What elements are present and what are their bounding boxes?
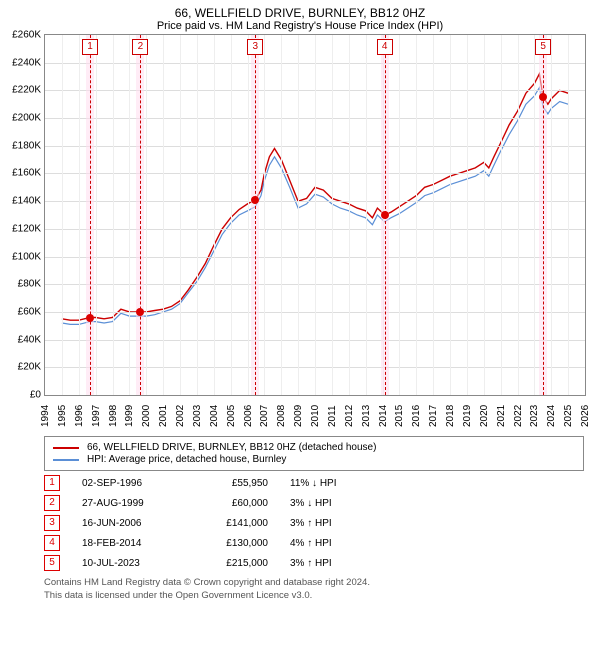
legend-swatch bbox=[53, 447, 79, 449]
sale-index: 5 bbox=[44, 555, 60, 571]
sale-marker: 2 bbox=[132, 39, 148, 55]
sale-vs-hpi: 11% ↓ HPI bbox=[290, 478, 370, 489]
x-axis-label: 2000 bbox=[141, 405, 152, 427]
y-axis-label: £60K bbox=[1, 306, 41, 317]
x-axis-label: 2017 bbox=[428, 405, 439, 427]
y-axis-label: £240K bbox=[1, 57, 41, 68]
sale-index: 4 bbox=[44, 535, 60, 551]
x-axis-label: 2016 bbox=[411, 405, 422, 427]
x-axis-label: 1994 bbox=[40, 405, 51, 427]
sale-marker: 4 bbox=[377, 39, 393, 55]
x-axis-label: 2007 bbox=[259, 405, 270, 427]
y-axis-label: £40K bbox=[1, 334, 41, 345]
sale-point bbox=[86, 314, 94, 322]
legend-label: HPI: Average price, detached house, Burn… bbox=[87, 454, 286, 465]
legend-item: HPI: Average price, detached house, Burn… bbox=[53, 454, 575, 465]
sale-date: 27-AUG-1999 bbox=[82, 498, 176, 509]
sale-vs-hpi: 3% ↑ HPI bbox=[290, 518, 370, 529]
y-axis-label: £120K bbox=[1, 223, 41, 234]
sale-price: £55,950 bbox=[198, 478, 268, 489]
x-axis-label: 2026 bbox=[580, 405, 591, 427]
sale-row: 5 10-JUL-2023 £215,000 3% ↑ HPI bbox=[44, 555, 584, 571]
price-chart: £0£20K£40K£60K£80K£100K£120K£140K£160K£1… bbox=[44, 34, 586, 396]
y-axis-label: £80K bbox=[1, 279, 41, 290]
x-axis-label: 2001 bbox=[158, 405, 169, 427]
x-axis-label: 2019 bbox=[462, 405, 473, 427]
sale-vs-hpi: 3% ↑ HPI bbox=[290, 558, 370, 569]
attribution-line: Contains HM Land Registry data © Crown c… bbox=[44, 577, 584, 590]
legend-swatch bbox=[53, 459, 79, 461]
attribution-line: This data is licensed under the Open Gov… bbox=[44, 590, 584, 603]
sale-date: 16-JUN-2006 bbox=[82, 518, 176, 529]
y-axis-label: £220K bbox=[1, 85, 41, 96]
sale-price: £215,000 bbox=[198, 558, 268, 569]
y-axis-label: £100K bbox=[1, 251, 41, 262]
x-axis-label: 1999 bbox=[124, 405, 135, 427]
x-axis-label: 2003 bbox=[192, 405, 203, 427]
sale-price: £60,000 bbox=[198, 498, 268, 509]
x-axis-label: 2002 bbox=[175, 405, 186, 427]
y-axis-label: £140K bbox=[1, 196, 41, 207]
x-axis-label: 2005 bbox=[226, 405, 237, 427]
x-axis-label: 2006 bbox=[243, 405, 254, 427]
y-axis-label: £180K bbox=[1, 140, 41, 151]
y-axis-label: £260K bbox=[1, 30, 41, 41]
sale-date: 10-JUL-2023 bbox=[82, 558, 176, 569]
x-axis-label: 1998 bbox=[108, 405, 119, 427]
sale-row: 1 02-SEP-1996 £55,950 11% ↓ HPI bbox=[44, 475, 584, 491]
y-axis-label: £20K bbox=[1, 362, 41, 373]
sale-price: £141,000 bbox=[198, 518, 268, 529]
x-axis-label: 2021 bbox=[496, 405, 507, 427]
x-axis-label: 2024 bbox=[546, 405, 557, 427]
sale-marker: 5 bbox=[535, 39, 551, 55]
sale-row: 4 18-FEB-2014 £130,000 4% ↑ HPI bbox=[44, 535, 584, 551]
sale-marker: 1 bbox=[82, 39, 98, 55]
y-axis-label: £200K bbox=[1, 113, 41, 124]
sale-point bbox=[381, 211, 389, 219]
sale-date: 18-FEB-2014 bbox=[82, 538, 176, 549]
sale-vs-hpi: 3% ↓ HPI bbox=[290, 498, 370, 509]
x-axis-label: 2018 bbox=[445, 405, 456, 427]
sale-index: 3 bbox=[44, 515, 60, 531]
sale-vs-hpi: 4% ↑ HPI bbox=[290, 538, 370, 549]
x-axis-label: 2011 bbox=[327, 405, 338, 427]
x-axis-label: 2013 bbox=[361, 405, 372, 427]
legend-item: 66, WELLFIELD DRIVE, BURNLEY, BB12 0HZ (… bbox=[53, 442, 575, 453]
y-axis-label: £0 bbox=[1, 390, 41, 401]
sale-marker: 3 bbox=[247, 39, 263, 55]
page-title: 66, WELLFIELD DRIVE, BURNLEY, BB12 0HZ bbox=[0, 0, 600, 20]
x-axis-label: 1996 bbox=[74, 405, 85, 427]
x-axis-label: 2010 bbox=[310, 405, 321, 427]
sale-point bbox=[136, 308, 144, 316]
x-axis-label: 2015 bbox=[394, 405, 405, 427]
x-axis-label: 2014 bbox=[378, 405, 389, 427]
x-axis-label: 2009 bbox=[293, 405, 304, 427]
sale-index: 1 bbox=[44, 475, 60, 491]
legend-label: 66, WELLFIELD DRIVE, BURNLEY, BB12 0HZ (… bbox=[87, 442, 376, 453]
x-axis-label: 2020 bbox=[479, 405, 490, 427]
sale-point bbox=[539, 93, 547, 101]
x-axis-label: 2004 bbox=[209, 405, 220, 427]
x-axis-label: 2022 bbox=[513, 405, 524, 427]
y-axis-label: £160K bbox=[1, 168, 41, 179]
sale-row: 2 27-AUG-1999 £60,000 3% ↓ HPI bbox=[44, 495, 584, 511]
sale-point bbox=[251, 196, 259, 204]
x-axis-label: 2012 bbox=[344, 405, 355, 427]
sale-date: 02-SEP-1996 bbox=[82, 478, 176, 489]
page-subtitle: Price paid vs. HM Land Registry's House … bbox=[0, 20, 600, 34]
legend: 66, WELLFIELD DRIVE, BURNLEY, BB12 0HZ (… bbox=[44, 436, 584, 471]
x-axis-label: 1995 bbox=[57, 405, 68, 427]
sale-index: 2 bbox=[44, 495, 60, 511]
sales-table: 1 02-SEP-1996 £55,950 11% ↓ HPI 2 27-AUG-1999… bbox=[44, 475, 584, 571]
x-axis-label: 1997 bbox=[91, 405, 102, 427]
sale-row: 3 16-JUN-2006 £141,000 3% ↑ HPI bbox=[44, 515, 584, 531]
x-axis-label: 2025 bbox=[563, 405, 574, 427]
attribution: Contains HM Land Registry data © Crown c… bbox=[44, 577, 584, 603]
x-axis-label: 2008 bbox=[276, 405, 287, 427]
sale-price: £130,000 bbox=[198, 538, 268, 549]
x-axis-label: 2023 bbox=[529, 405, 540, 427]
